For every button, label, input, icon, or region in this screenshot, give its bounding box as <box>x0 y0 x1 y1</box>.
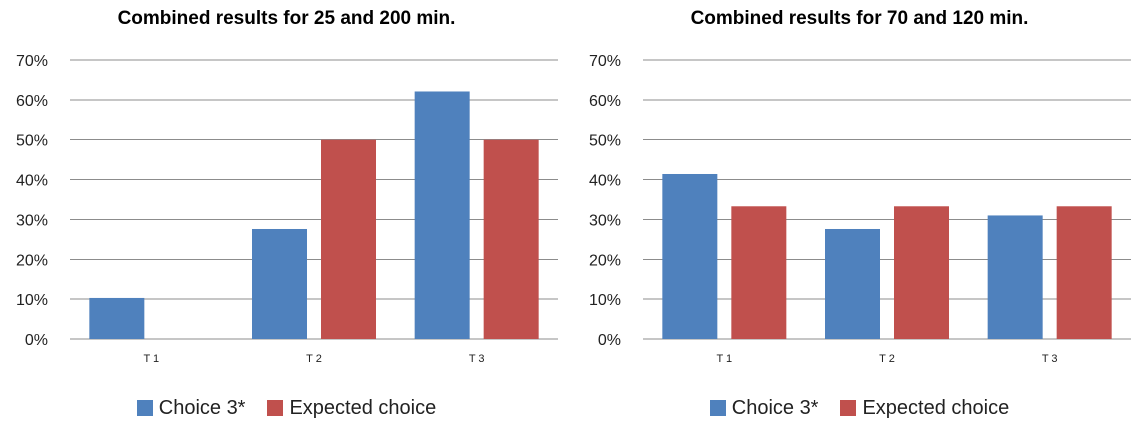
y-tick-label: 50% <box>589 133 621 150</box>
y-tick-label: 20% <box>16 252 48 269</box>
y-tick-label: 60% <box>589 93 621 110</box>
legend-swatch-choice-3 <box>137 400 153 416</box>
y-tick-label: 70% <box>589 53 621 70</box>
y-tick-label: 40% <box>16 173 48 190</box>
legend-label: Choice 3* <box>159 397 246 420</box>
bar <box>415 91 470 339</box>
bar-chart-left: 0% 10% 20% 30% 40% 50% 60% 70% T 1 T 2 T 3 <box>0 0 573 393</box>
y-tick-label: 10% <box>589 292 621 309</box>
legend-swatch-choice-3 <box>710 400 726 416</box>
x-tick-label: T 2 <box>306 353 322 365</box>
bar <box>1057 206 1112 339</box>
bar-chart-right: 0% 10% 20% 30% 40% 50% 60% 70% T 1 T 2 T 3 <box>573 0 1146 393</box>
y-tick-label: 0% <box>25 332 48 349</box>
y-tick-label: 70% <box>16 53 48 70</box>
bar <box>825 229 880 339</box>
bar <box>484 140 539 339</box>
chart-panel-right: Combined results for 70 and 120 min. 0% 1… <box>573 0 1146 423</box>
y-tick-label: 40% <box>589 173 621 190</box>
y-tick-label: 30% <box>16 212 48 229</box>
x-tick-label: T 2 <box>879 353 895 365</box>
chart-panel-left: Combined results for 25 and 200 min. 0% 1… <box>0 0 573 423</box>
legend-label: Choice 3* <box>732 397 819 420</box>
x-tick-label: T 3 <box>469 353 485 365</box>
legend-swatch-expected-choice <box>267 400 283 416</box>
y-tick-label: 30% <box>589 212 621 229</box>
y-tick-label: 60% <box>16 93 48 110</box>
bar <box>662 174 717 339</box>
bar <box>89 298 144 339</box>
chart-legend: Choice 3* Expected choice <box>0 393 573 423</box>
chart-legend: Choice 3* Expected choice <box>573 393 1146 423</box>
bar <box>321 140 376 339</box>
y-tick-label: 10% <box>16 292 48 309</box>
legend-label: Expected choice <box>289 397 436 420</box>
legend-item-expected-choice: Expected choice <box>267 397 436 420</box>
y-tick-label: 50% <box>16 133 48 150</box>
x-tick-label: T 1 <box>143 353 159 365</box>
legend-label: Expected choice <box>862 397 1009 420</box>
y-tick-label: 0% <box>598 332 621 349</box>
x-tick-label: T 1 <box>716 353 732 365</box>
legend-swatch-expected-choice <box>840 400 856 416</box>
bar <box>252 229 307 339</box>
legend-item-expected-choice: Expected choice <box>840 397 1009 420</box>
bar <box>988 215 1043 339</box>
legend-item-choice-3: Choice 3* <box>710 397 819 420</box>
bar <box>894 206 949 339</box>
bar <box>731 206 786 339</box>
x-tick-label: T 3 <box>1042 353 1058 365</box>
y-tick-label: 20% <box>589 252 621 269</box>
legend-item-choice-3: Choice 3* <box>137 397 246 420</box>
